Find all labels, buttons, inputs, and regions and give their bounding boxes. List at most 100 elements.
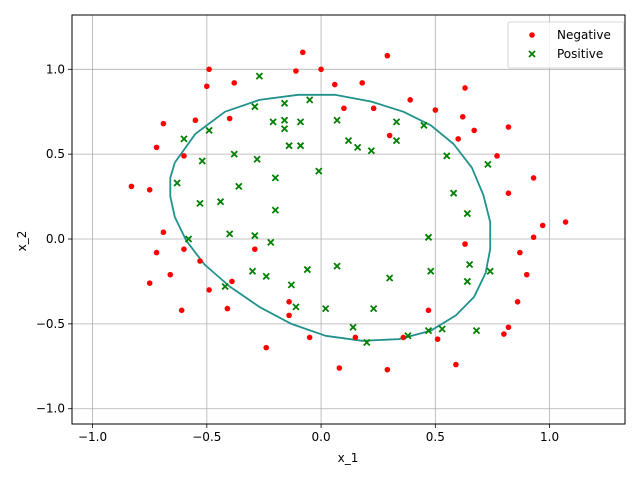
negative-point [153,144,160,151]
negative-point [224,305,231,312]
positive-point [465,260,474,269]
positive-point [349,323,357,331]
positive-point [392,136,401,145]
positive-point [385,274,394,282]
positive-point [253,155,261,163]
positive-point [251,231,259,240]
legend-marker-negative [529,32,535,38]
negative-point [530,234,537,241]
negative-point [359,80,366,86]
positive-point [420,121,428,129]
positive-point [322,304,330,313]
negative-point [505,324,512,331]
negative-point [384,366,391,373]
negative-point [494,153,500,159]
positive-point [184,235,193,243]
positive-point [205,126,213,135]
legend: Negative Positive [507,21,625,69]
positive-point [315,167,323,175]
negative-point [523,271,530,278]
positive-point [230,150,238,158]
positive-point [235,182,243,191]
positive-point [333,262,341,270]
positive-point [392,118,401,126]
legend-entry-positive: Positive [528,47,603,61]
negative-point [370,105,377,112]
legend-entry-negative: Negative [529,28,611,42]
negative-point [160,229,167,236]
positive-point [251,103,259,111]
positive-point [303,265,312,274]
positive-point [292,303,300,311]
positive-point [306,96,314,104]
negative-point [434,336,441,342]
x-tick-label: 0.5 [426,430,445,444]
negative-point [562,219,569,225]
legend-box [507,21,625,69]
positive-point [354,143,362,152]
axis-ticks: −1.0 −0.5 0.0 0.5 1.0 −1.0 −0.5 0.0 0.5 1.0 [36,62,559,444]
negative-point [352,334,359,341]
negative-point [181,153,187,159]
positive-point [486,267,494,275]
positive-point [198,157,206,165]
positive-point [404,332,412,340]
positive-point [424,233,433,241]
positive-point [226,230,234,238]
positive-point [269,118,277,126]
x-tick-label: 0.0 [312,430,331,444]
negative-point [453,361,459,368]
positive-point [463,209,471,218]
positive-point [472,327,481,335]
negative-point [263,344,270,351]
positive-point [363,338,371,347]
negative-point [286,312,292,319]
positive-point [287,281,296,289]
positive-point [369,304,378,313]
series-negative [128,49,569,373]
y-tick-label: 0.5 [46,147,65,161]
positive-point [271,174,280,182]
gridlines [72,15,625,424]
x-tick-label: −0.5 [192,430,221,444]
negative-point [471,127,477,134]
negative-point [517,249,523,256]
positive-point [344,136,353,145]
positive-point [248,267,257,275]
positive-point [443,152,451,160]
positive-point [180,135,188,143]
negative-point [386,132,393,139]
y-tick-label: −0.5 [36,317,65,331]
positive-point [296,142,305,150]
positive-point [280,99,289,107]
positive-point [196,199,204,208]
positive-point [262,272,270,280]
negative-point [425,307,432,314]
negative-point [206,287,212,293]
y-tick-label: 0.0 [46,232,65,246]
positive-point [280,116,289,124]
positive-point [438,325,446,333]
negative-point [306,334,313,341]
negative-point [167,271,174,278]
positive-point [255,72,264,80]
positive-point [221,282,229,291]
legend-label: Negative [557,28,611,42]
positive-point [333,116,341,124]
positive-point [449,189,458,197]
positive-point [463,277,471,286]
y-axis-label: x_2 [15,231,29,252]
negative-point [384,52,391,59]
series-positive [173,72,494,347]
positive-point [424,327,433,335]
negative-point [160,120,167,127]
y-tick-label: −1.0 [36,402,65,416]
negative-point [400,334,407,341]
negative-point [231,80,238,86]
negative-point [153,249,160,256]
negative-point [286,299,292,305]
y-tick-label: 1.0 [46,62,65,76]
x-tick-label: −1.0 [78,430,107,444]
negative-point [341,105,347,112]
